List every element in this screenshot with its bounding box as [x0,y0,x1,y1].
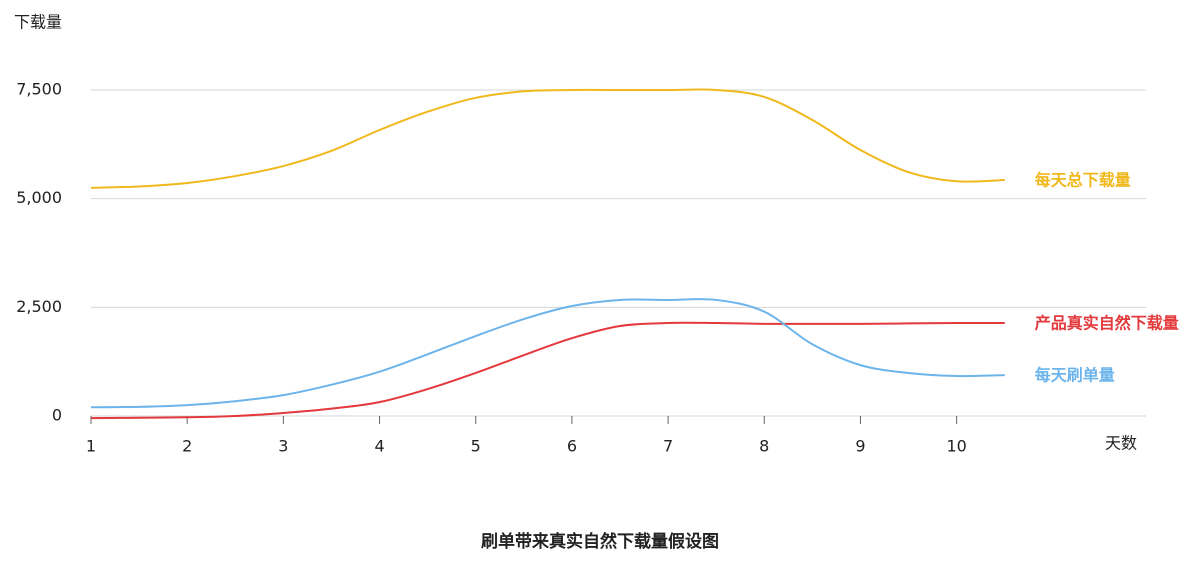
line [90,298,1005,409]
x-tick-label: 3 [278,437,288,456]
x-tick-label: 7 [663,437,673,456]
y-tick-label: 0 [52,406,62,425]
x-tick-label: 10 [946,437,966,456]
x-tick-label: 2 [182,437,192,456]
x-tick-label: 9 [855,437,865,456]
y-axis-title: 下载量 [14,13,62,32]
x-tick-label: 4 [374,437,384,456]
line [90,88,1005,189]
series-label: 每天总下载量 [1035,170,1131,189]
x-tick-label: 1 [86,437,96,456]
x-tick-label: 6 [567,437,577,456]
x-tick-label: 8 [759,437,769,456]
y-tick-label: 2,500 [16,297,62,316]
y-tick-label: 7,500 [16,80,62,99]
x-axis-title: 天数 [1105,434,1137,453]
series-label: 产品真实自然下载量 [1035,313,1179,332]
series-label: 每天刷单量 [1035,366,1115,385]
line [90,321,1005,420]
chart-title: 刷单带来真实自然下载量假设图 [481,531,719,552]
x-tick-label: 5 [471,437,481,456]
y-tick-label: 5,000 [16,188,62,207]
